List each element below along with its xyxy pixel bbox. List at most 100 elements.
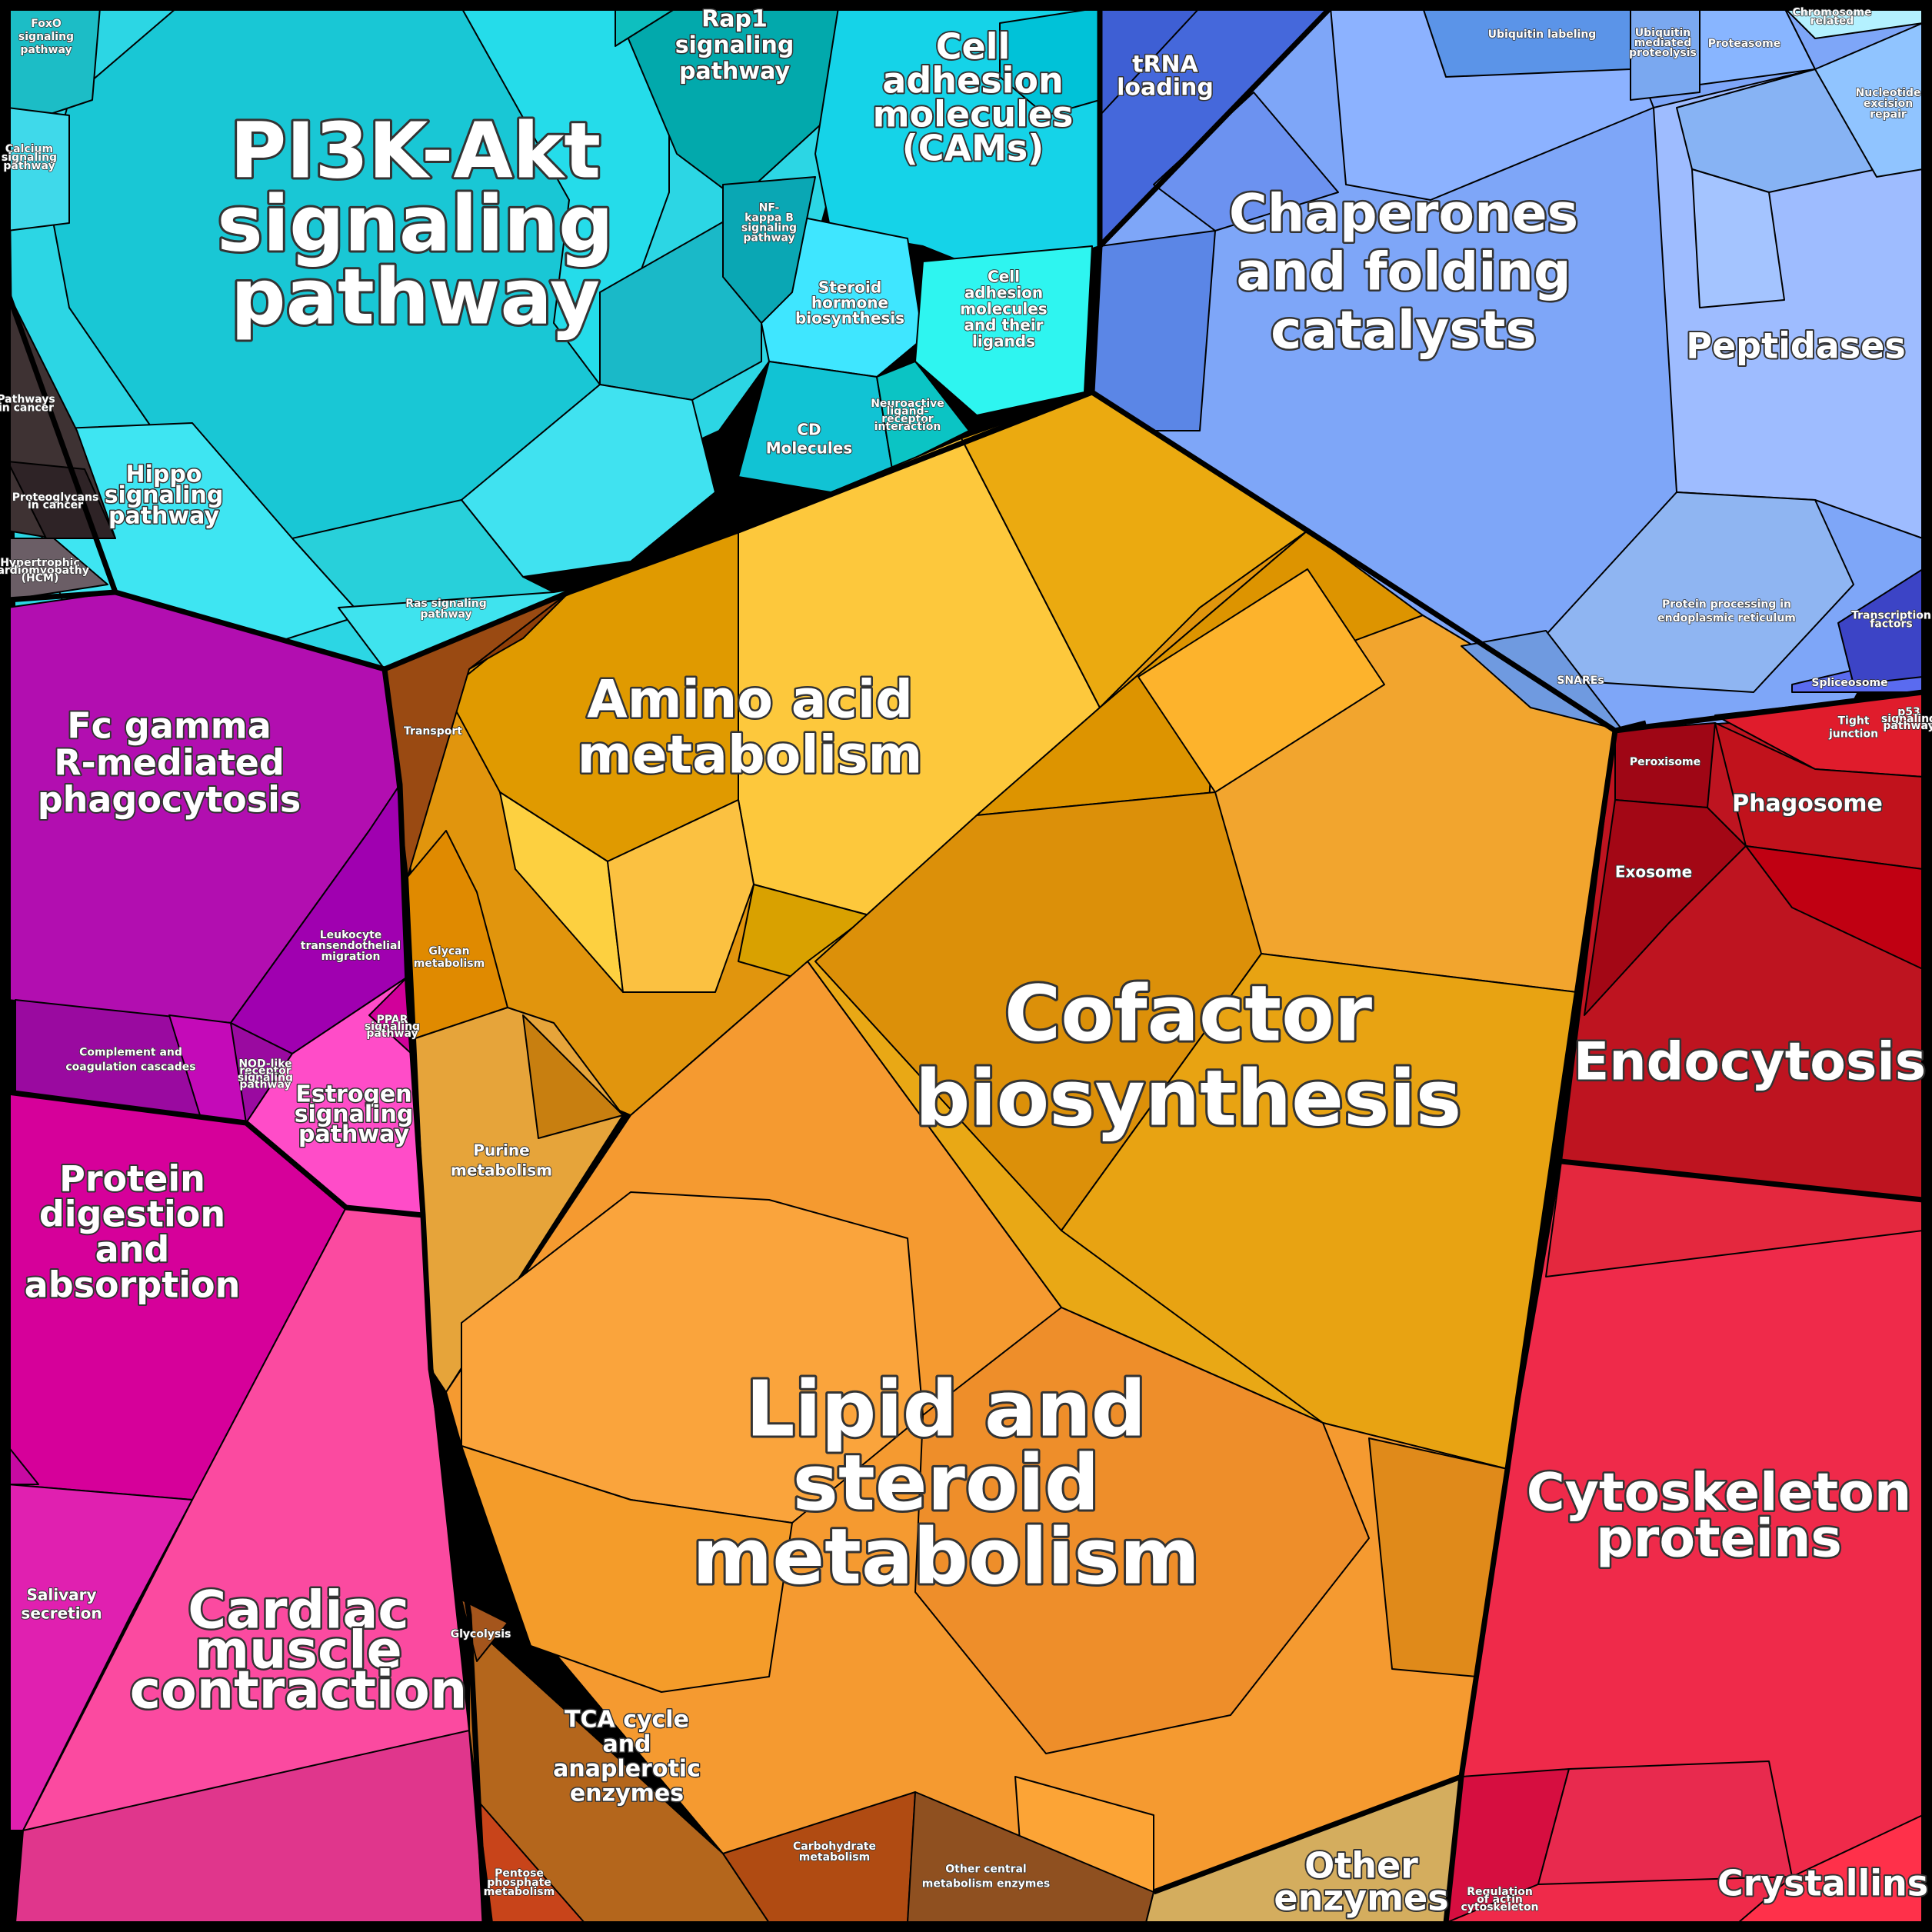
- label-transcription-factors: Transcription factors: [1851, 610, 1931, 631]
- label-trna-line: tRNA: [1132, 52, 1199, 78]
- label-leukocyte-line: migration: [321, 951, 381, 963]
- lipid-cell-b: [914, 1307, 1370, 1754]
- label-chromosome-line: Chromosome: [1792, 7, 1871, 19]
- peptidases-cell-c: [1691, 168, 1785, 308]
- label-amino-line: metabolism: [578, 725, 923, 786]
- label-tca-line: TCA cycle: [565, 1707, 689, 1734]
- label-calcium-line: signaling: [2, 152, 57, 164]
- label-cam-ligands: Cell adhesion molecules and their ligands: [960, 268, 1047, 351]
- label-protein-digestion-line: and: [95, 1229, 170, 1271]
- label-foxo: FoxO signaling pathway: [18, 18, 74, 56]
- cofactor-right-border: [1443, 730, 1618, 1924]
- label-spliceosome-line: Spliceosome: [1811, 677, 1887, 689]
- label-tca: TCA cycle and anaplerotic enzymes: [553, 1707, 701, 1807]
- label-pentose: Pentose phosphate metabolism: [484, 1867, 555, 1898]
- label-cd-molecules-line: CD: [797, 421, 821, 439]
- label-foxo-line: signaling: [18, 31, 74, 43]
- label-other-enzymes: Other enzymes: [1274, 1845, 1448, 1919]
- label-neuroactive-line: interaction: [874, 421, 941, 433]
- label-p53-line: signaling: [1881, 713, 1932, 725]
- label-ppar-line: signaling: [365, 1021, 420, 1033]
- label-ubiquitin-mediated: Ubiquitin mediated proteolysis: [1629, 27, 1697, 59]
- label-chaperones-line: Chaperones: [1229, 184, 1578, 245]
- label-chaperones-line: and folding: [1236, 242, 1571, 303]
- label-nod-line: NOD-like: [238, 1058, 291, 1071]
- label-leukocyte-line: transendothelial: [301, 940, 401, 952]
- label-pi3k-line: pathway: [231, 251, 600, 341]
- label-cell-adhesion-line: Cell: [936, 26, 1011, 68]
- label-calcium: Calcium signaling pathway: [2, 143, 57, 172]
- label-transport-line: Transport: [404, 725, 462, 738]
- label-transport: Transport: [404, 725, 462, 738]
- label-pi3k-line: PI3K-Akt: [230, 105, 601, 195]
- label-cardiac-line: muscle: [195, 1621, 401, 1681]
- label-nod-line: receptor: [239, 1065, 291, 1078]
- label-other-enzymes-line: Other: [1304, 1845, 1418, 1887]
- label-cofactor: Cofactor biosynthesis: [915, 968, 1462, 1143]
- label-calcium-line: Calcium: [5, 143, 53, 155]
- label-exosome: Exosome: [1615, 863, 1692, 881]
- label-ubiquitin-labeling-line: Ubiquitin labeling: [1488, 28, 1597, 41]
- label-nucleotide-excision-line: excision: [1864, 98, 1913, 110]
- label-lipid-line: steroid: [792, 1437, 1099, 1527]
- chaperones-right-border: [1614, 720, 1647, 734]
- label-ppar-line: pathway: [366, 1028, 418, 1040]
- label-transcription-factors-line: Transcription: [1851, 610, 1931, 622]
- label-ubiquitin-mediated-line: proteolysis: [1629, 47, 1697, 59]
- label-protein-digestion-line: digestion: [39, 1194, 225, 1235]
- label-protein-processing-er: Protein processing in endoplasmic reticul…: [1657, 598, 1796, 625]
- label-rap1-line: signaling: [675, 32, 794, 59]
- label-proteoglycans: Proteoglycans in cancer: [12, 491, 99, 511]
- label-transcription-factors-line: factors: [1870, 618, 1912, 631]
- label-fc-gamma: Fc gamma R-mediated phagocytosis: [38, 705, 301, 821]
- label-carbohydrate-line: metabolism: [799, 1851, 870, 1864]
- region-borders: [5, 5, 1924, 1924]
- label-rap1-line: Rap1: [701, 6, 768, 33]
- label-foxo-line: FoxO: [31, 18, 62, 30]
- cam-ligands-cell: [914, 245, 1093, 416]
- label-cam-ligands-line: and their: [964, 316, 1043, 335]
- label-cell-adhesion-line: molecules: [873, 94, 1074, 135]
- label-estrogen-line: signaling: [295, 1101, 414, 1128]
- ubiquitin-labeling-cell: [1422, 7, 1631, 78]
- nfkb-cell: [722, 176, 816, 324]
- labels-layer: PI3K-Akt signaling pathway Chaperones and f…: [0, 5, 1932, 1920]
- label-cam-ligands-line: ligands: [972, 332, 1035, 351]
- label-cam-ligands-line: molecules: [960, 300, 1047, 318]
- label-cd-molecules-line: Molecules: [766, 439, 852, 458]
- label-chromosome-line: related: [1810, 15, 1854, 28]
- label-hcm-line: cardiomyopathy: [0, 565, 89, 577]
- label-cofactor-line: Cofactor: [1004, 968, 1373, 1058]
- label-purine-line: Purine: [473, 1141, 529, 1160]
- label-nod-line: pathway: [239, 1079, 291, 1091]
- label-lipid-line: metabolism: [692, 1511, 1200, 1601]
- label-cardiac-line: Cardiac: [188, 1581, 409, 1641]
- label-fc-gamma-line: phagocytosis: [38, 779, 301, 821]
- label-cardiac-line: contraction: [130, 1661, 468, 1721]
- label-tight-junction-line: junction: [1828, 728, 1878, 741]
- transport-cell-b: [468, 591, 570, 670]
- label-tight-junction-line: Tight: [1837, 715, 1869, 728]
- label-other-central-line: metabolism enzymes: [922, 1878, 1050, 1890]
- label-spliceosome: Spliceosome: [1811, 677, 1887, 689]
- signaling-left-border: [5, 291, 118, 594]
- label-tca-line: enzymes: [570, 1780, 684, 1807]
- label-nucleotide-excision: Nucleotide excision repair: [1856, 87, 1921, 121]
- cofactor-cell-f: [1138, 568, 1385, 793]
- label-purine: Purine metabolism: [451, 1141, 552, 1180]
- label-regulation-actin-line: of actin: [1477, 1894, 1523, 1906]
- label-neuroactive-line: ligand-: [887, 405, 929, 418]
- label-calcium-line: pathway: [3, 160, 55, 172]
- label-phagosome-line: Phagosome: [1732, 791, 1883, 818]
- label-hippo-line: Hippo: [126, 461, 202, 488]
- label-proteoglycans-line: in cancer: [28, 499, 83, 511]
- label-pi3k-line: signaling: [217, 178, 613, 268]
- label-protein-processing-er-line: endoplasmic reticulum: [1657, 612, 1796, 625]
- label-cam-ligands-line: adhesion: [964, 284, 1043, 302]
- label-tight-junction: Tight junction: [1828, 715, 1878, 741]
- label-other-central: Other central metabolism enzymes: [922, 1864, 1050, 1890]
- label-lipid: Lipid and steroid metabolism: [692, 1364, 1200, 1601]
- label-ppar: PPAR signaling pathway: [365, 1014, 420, 1040]
